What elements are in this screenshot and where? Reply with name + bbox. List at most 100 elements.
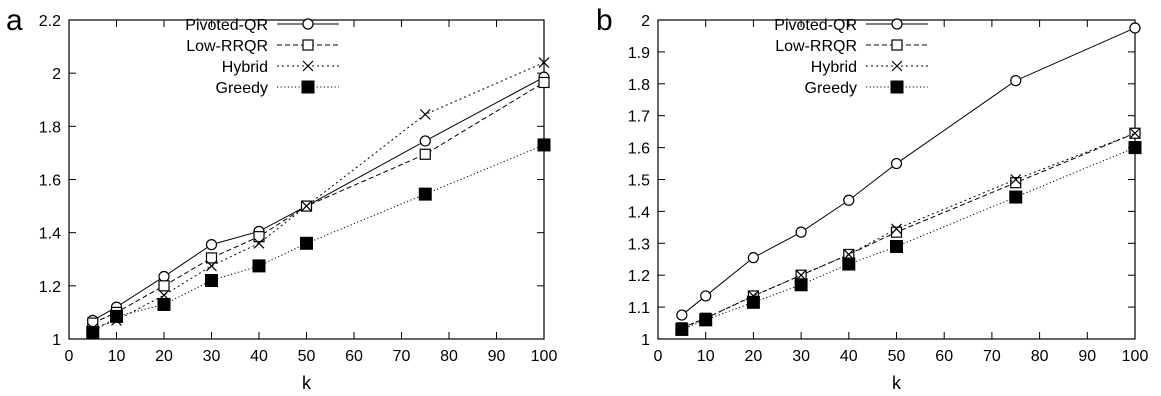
y-tick-label: 1.4 — [628, 204, 650, 221]
series-line — [681, 27, 1136, 316]
x-tick-label: 40 — [840, 348, 858, 365]
y-tick-label: 1.8 — [39, 119, 61, 136]
legend-label: Low-RRQR — [775, 38, 857, 55]
series-greedy — [86, 138, 551, 339]
x-tick-label: 30 — [203, 348, 221, 365]
legend-label: Hybrid — [811, 59, 857, 76]
data-point — [86, 325, 100, 339]
x-tick-label: 20 — [155, 348, 173, 365]
legend-marker — [302, 18, 314, 30]
y-tick-label: 1.3 — [628, 236, 650, 253]
legend-marker — [891, 18, 903, 30]
y-tick-label: 1.4 — [39, 226, 61, 243]
series-low-rrqr — [676, 127, 1141, 334]
data-point — [700, 290, 712, 302]
data-point — [747, 252, 760, 264]
legend-label: Greedy — [216, 80, 268, 97]
data-point — [795, 226, 807, 238]
data-point — [253, 237, 265, 249]
data-point — [419, 135, 431, 147]
x-tick-label: 100 — [531, 348, 558, 365]
data-point — [794, 278, 808, 292]
y-tick-label: 2 — [641, 13, 650, 30]
data-point — [419, 148, 431, 160]
series-line — [681, 132, 1136, 329]
data-point — [253, 231, 265, 243]
data-point — [158, 270, 170, 283]
data-point — [301, 200, 312, 212]
x-tick-label: 90 — [488, 348, 506, 365]
y-tick-label: 1 — [52, 332, 61, 349]
legend-label: Hybrid — [222, 59, 268, 76]
y-tick-label: 1.2 — [628, 268, 650, 285]
x-tick-label: 10 — [697, 348, 715, 365]
plot-frame — [657, 19, 1136, 340]
series-hybrid — [676, 127, 1141, 334]
legend-label: Low-RRQR — [186, 38, 268, 55]
x-tick-label: 0 — [65, 348, 74, 365]
y-tick-label: 1.6 — [39, 173, 61, 190]
data-point — [157, 297, 171, 311]
panel-label: b — [596, 4, 613, 37]
data-point — [419, 108, 431, 120]
legend-marker — [891, 39, 903, 51]
x-tick-label: 60 — [345, 348, 363, 365]
panel-a: 0 10 20 30 40 50 60 70 80 90 100 1 1.2 1.4 1.6 1.8 2 2.2 k… — [6, 4, 557, 393]
data-point — [1010, 75, 1022, 87]
x-tick-label: 70 — [983, 348, 1001, 365]
series-pivoted-qr — [87, 71, 550, 326]
data-point — [675, 322, 689, 336]
data-point — [843, 194, 855, 206]
data-point — [252, 259, 266, 273]
data-point — [538, 57, 550, 68]
legend-label: Pivoted-QR — [185, 17, 268, 34]
panel-label: a — [6, 4, 23, 37]
series-line — [92, 144, 545, 333]
x-tick-label: 50 — [888, 348, 906, 365]
x-tick-label: 80 — [1031, 348, 1049, 365]
series-greedy — [675, 141, 1142, 336]
data-point — [842, 257, 856, 271]
x-tick-label: 10 — [108, 348, 126, 365]
data-point — [1009, 190, 1023, 204]
x-tick-label: 30 — [792, 348, 810, 365]
x-tick-label: 50 — [298, 348, 316, 365]
data-point — [676, 309, 688, 321]
legend-label: Greedy — [805, 80, 857, 97]
data-point — [891, 223, 902, 235]
series-hybrid — [87, 57, 550, 334]
data-point — [110, 309, 123, 323]
data-point — [1128, 141, 1142, 155]
x-tick-label: 80 — [440, 348, 458, 365]
x-tick-label: 0 — [654, 348, 663, 365]
y-tick-label: 1 — [641, 332, 650, 349]
x-tick-label: 70 — [393, 348, 411, 365]
data-point — [699, 313, 713, 327]
series-line — [92, 76, 545, 321]
legend-marker — [302, 60, 314, 72]
data-point — [890, 239, 903, 253]
data-point — [205, 252, 218, 264]
y-tick-label: 1.5 — [628, 173, 650, 190]
y-tick-label: 1.6 — [628, 141, 650, 158]
y-tick-label: 1.1 — [628, 300, 650, 317]
legend-label: Pivoted-QR — [774, 17, 857, 34]
y-tick-label: 1.9 — [628, 45, 650, 62]
data-point — [1010, 174, 1022, 185]
y-tick-label: 2.2 — [39, 13, 61, 30]
x-tick-label: 60 — [935, 348, 953, 365]
data-point — [206, 260, 217, 272]
data-point — [205, 239, 218, 251]
y-tick-label: 1.8 — [628, 77, 650, 94]
series-pivoted-qr — [676, 22, 1141, 321]
legend-marker — [891, 60, 903, 72]
data-point — [300, 236, 313, 250]
y-tick-label: 2 — [52, 66, 61, 83]
data-point — [418, 187, 432, 201]
data-point — [158, 280, 170, 292]
data-point — [1129, 127, 1141, 139]
series-line — [92, 82, 545, 324]
series-low-rrqr — [87, 76, 550, 329]
x-tick-label: 100 — [1122, 348, 1149, 365]
data-point — [1129, 22, 1141, 34]
